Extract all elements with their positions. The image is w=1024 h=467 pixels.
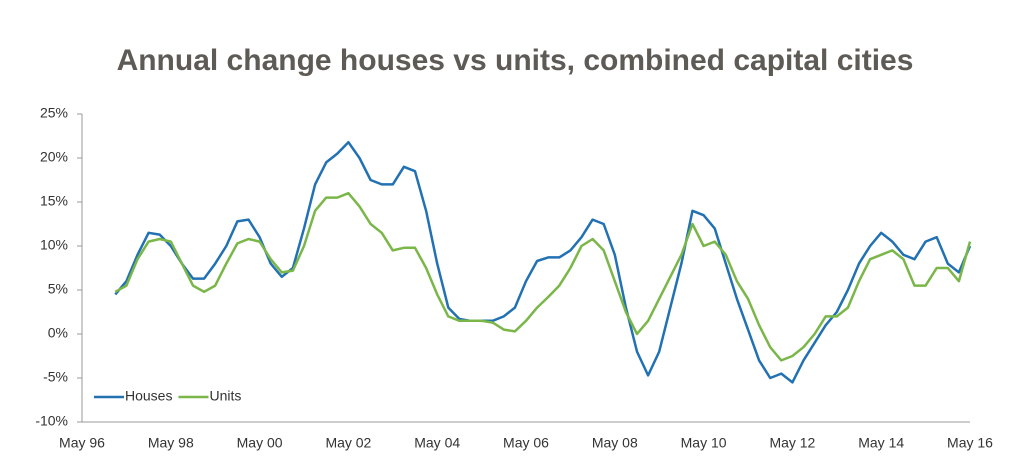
x-tick-label: May 02	[325, 435, 371, 451]
x-tick-label: May 10	[681, 435, 727, 451]
x-tick-label: May 08	[592, 435, 638, 451]
y-tick-label: 5%	[48, 281, 68, 297]
series-line	[114, 191, 972, 362]
x-tick-label: May 12	[769, 435, 815, 451]
chart-title: Annual change houses vs units, combined …	[117, 44, 914, 77]
y-tick-label: 10%	[40, 237, 68, 253]
y-tick-label: 0%	[48, 325, 68, 341]
x-tick-label: May 16	[947, 435, 993, 451]
x-tick-label: May 96	[59, 435, 105, 451]
y-tick-label: 15%	[40, 193, 68, 209]
y-tick-label: 20%	[40, 149, 68, 165]
x-tick-label: May 00	[237, 435, 283, 451]
y-tick-label: -10%	[35, 413, 68, 429]
y-tick-label: -5%	[43, 369, 68, 385]
legend-label: Units	[209, 388, 241, 404]
x-tick-label: May 04	[414, 435, 460, 451]
series-line	[114, 140, 972, 384]
x-tick-label: May 14	[858, 435, 904, 451]
x-tick-label: May 06	[503, 435, 549, 451]
legend-label: Houses	[125, 388, 172, 404]
x-tick-label: May 98	[148, 435, 194, 451]
y-tick-label: 25%	[40, 105, 68, 121]
